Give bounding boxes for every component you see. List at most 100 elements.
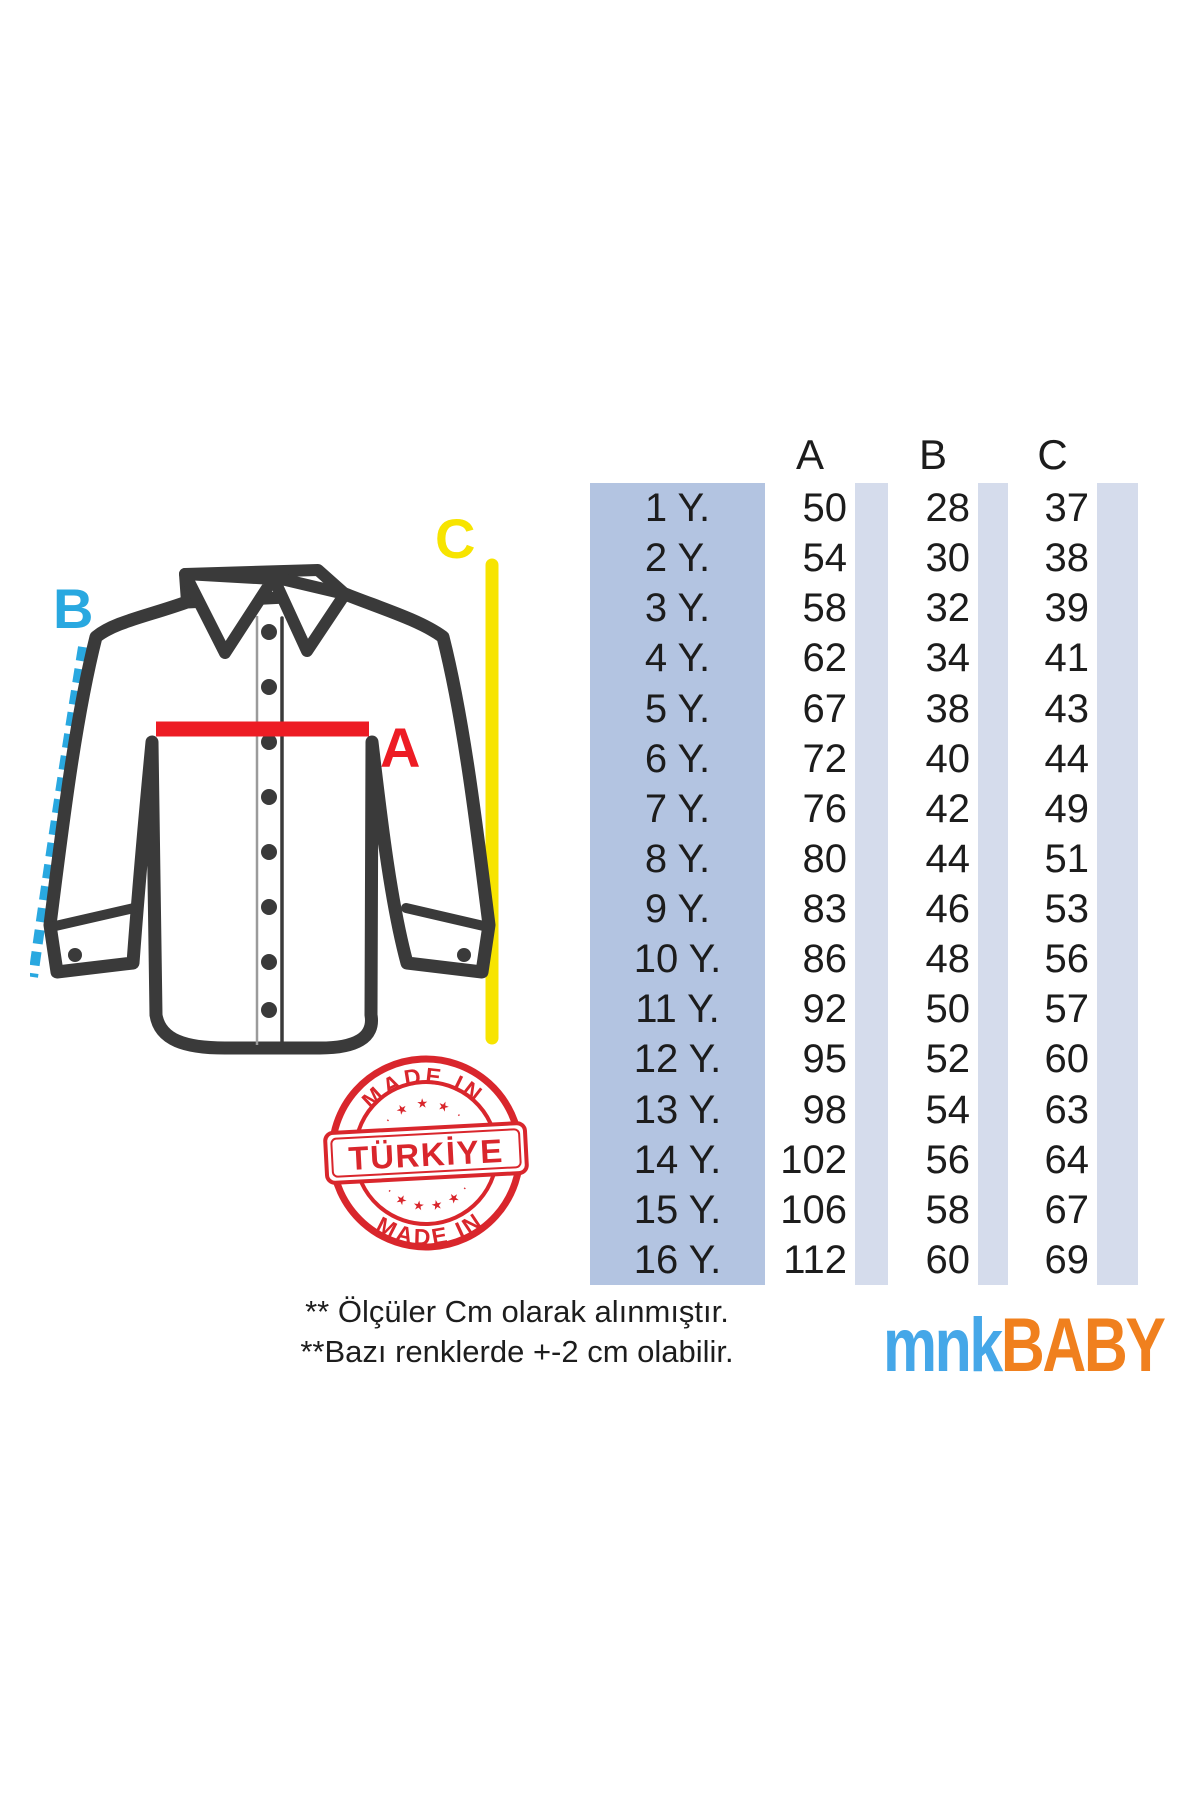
row-size-label: 6 Y.	[590, 733, 765, 784]
value-b: 44	[888, 833, 978, 884]
row-size-label: 12 Y.	[590, 1034, 765, 1085]
table-row: 6 Y. 72 40 44	[590, 733, 1138, 784]
column-stripe	[1097, 583, 1138, 634]
column-stripe	[1097, 483, 1138, 534]
value-a: 67	[765, 683, 855, 734]
value-c: 51	[1008, 833, 1097, 884]
value-c: 64	[1008, 1134, 1097, 1185]
table-row: 16 Y. 112 60 69	[590, 1234, 1138, 1285]
shirt-outline	[43, 587, 496, 1055]
column-stripe	[855, 934, 888, 985]
column-stripe	[855, 483, 888, 534]
note-line-2: **Bazı renklerde +-2 cm olabilir.	[300, 1334, 734, 1369]
column-stripe	[855, 1034, 888, 1085]
row-size-label: 7 Y.	[590, 783, 765, 834]
value-a: 72	[765, 733, 855, 784]
column-stripe	[855, 984, 888, 1035]
column-stripe	[855, 1084, 888, 1135]
value-a: 86	[765, 934, 855, 985]
table-row: 4 Y. 62 34 41	[590, 633, 1138, 684]
right-cuff-button	[457, 948, 471, 962]
value-b: 40	[888, 733, 978, 784]
column-stripe	[855, 884, 888, 935]
column-stripe	[978, 1184, 1008, 1235]
column-stripe	[1097, 934, 1138, 985]
column-stripe	[1097, 733, 1138, 784]
column-stripe	[978, 683, 1008, 734]
brand-logo: mnkBABY	[883, 1308, 1166, 1384]
row-size-label: 14 Y.	[590, 1134, 765, 1185]
column-stripe	[1097, 1184, 1138, 1235]
column-stripe	[978, 483, 1008, 534]
value-c: 69	[1008, 1234, 1097, 1285]
right-cuff-band	[401, 903, 493, 932]
value-c: 56	[1008, 934, 1097, 985]
column-stripe	[855, 533, 888, 584]
column-stripe	[1097, 683, 1138, 734]
table-row: 12 Y. 95 52 60	[590, 1034, 1138, 1085]
table-row: 14 Y. 102 56 64	[590, 1134, 1138, 1185]
value-b: 34	[888, 633, 978, 684]
value-a: 83	[765, 884, 855, 935]
value-b: 58	[888, 1184, 978, 1235]
value-c: 41	[1008, 633, 1097, 684]
brand-logo-baby: BABY	[1000, 1303, 1166, 1388]
table-row: 7 Y. 76 42 49	[590, 783, 1138, 834]
column-stripe	[978, 783, 1008, 834]
value-a: 98	[765, 1084, 855, 1135]
column-stripe	[978, 533, 1008, 584]
value-b: 38	[888, 683, 978, 734]
note-line-1: ** Ölçüler Cm olarak alınmıştır.	[305, 1294, 729, 1329]
column-stripe	[978, 934, 1008, 985]
row-size-label: 1 Y.	[590, 483, 765, 534]
column-stripe	[978, 984, 1008, 1035]
row-size-label: 16 Y.	[590, 1234, 765, 1285]
value-a: 106	[765, 1184, 855, 1235]
table-row: 1 Y. 50 28 37	[590, 483, 1138, 534]
table-row: 9 Y. 83 46 53	[590, 884, 1138, 935]
stamp-stars-bottom: · ★ ★ ★ ★ ·	[382, 1181, 475, 1217]
column-stripe	[855, 1134, 888, 1185]
column-stripe	[978, 884, 1008, 935]
measure-line-b	[30, 646, 88, 978]
stamp-center-box	[323, 1121, 529, 1185]
row-size-label: 15 Y.	[590, 1184, 765, 1235]
measure-label-b: B	[53, 577, 93, 640]
row-size-label: 11 Y.	[590, 984, 765, 1035]
value-a: 102	[765, 1134, 855, 1185]
column-stripe	[1097, 1234, 1138, 1285]
value-b: 60	[888, 1234, 978, 1285]
value-b: 48	[888, 934, 978, 985]
column-header-b: B	[918, 431, 947, 478]
row-size-label: 3 Y.	[590, 583, 765, 634]
column-stripe	[1097, 1034, 1138, 1085]
measure-label-c: C	[435, 507, 475, 570]
table-row: 3 Y. 58 32 39	[590, 583, 1138, 634]
made-in-turkiye-stamp: MADE IN MADE IN · ★ ★ ★ · · ★ ★ ★ ★ · TÜ…	[323, 1055, 529, 1253]
measurement-notes: ** Ölçüler Cm olarak alınmıştır. **Bazı …	[247, 1292, 787, 1372]
column-stripe	[1097, 633, 1138, 684]
value-a: 62	[765, 633, 855, 684]
value-c: 49	[1008, 783, 1097, 834]
value-b: 54	[888, 1084, 978, 1135]
column-stripe	[978, 733, 1008, 784]
row-size-label: 10 Y.	[590, 934, 765, 985]
column-stripe	[1097, 1134, 1138, 1185]
value-a: 58	[765, 583, 855, 634]
column-stripe	[978, 1034, 1008, 1085]
value-b: 50	[888, 984, 978, 1035]
collar-right-flap	[267, 571, 351, 657]
row-size-label: 5 Y.	[590, 683, 765, 734]
value-c: 63	[1008, 1084, 1097, 1135]
value-a: 50	[765, 483, 855, 534]
row-size-label: 2 Y.	[590, 533, 765, 584]
column-stripe	[978, 583, 1008, 634]
column-stripe	[978, 1134, 1008, 1185]
row-size-label: 8 Y.	[590, 833, 765, 884]
left-cuff-band	[46, 903, 139, 932]
column-stripe	[1097, 884, 1138, 935]
value-c: 39	[1008, 583, 1097, 634]
table-row: 5 Y. 67 38 43	[590, 683, 1138, 734]
stamp-stars-top: · ★ ★ ★ ·	[381, 1094, 467, 1128]
